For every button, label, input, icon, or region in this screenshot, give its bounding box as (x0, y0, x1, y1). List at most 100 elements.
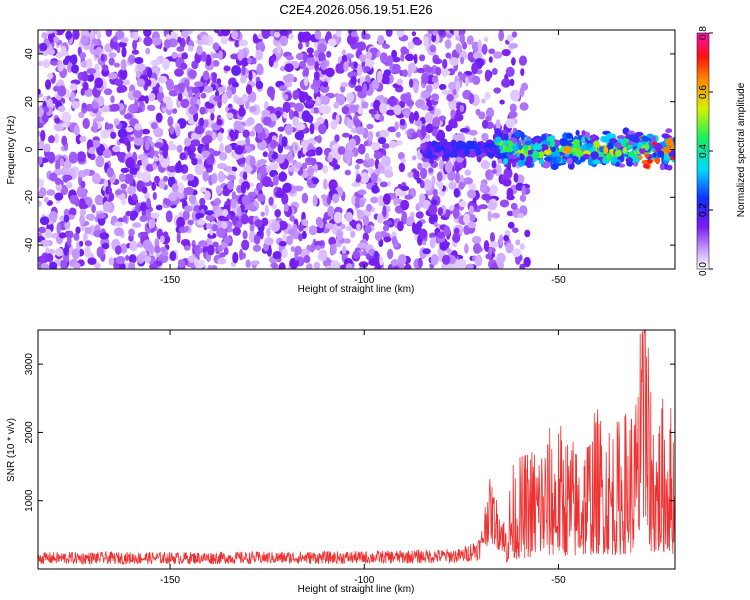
spectrogram-cell (133, 135, 144, 146)
spectrogram-cell (96, 246, 105, 258)
spectrogram-cell (396, 78, 404, 86)
spectrogram-cell (520, 82, 529, 91)
spectrogram-cell (145, 164, 155, 172)
spectrogram-cell (520, 131, 525, 140)
spectrogram-cell (474, 254, 483, 267)
spectrogram-cell (426, 153, 434, 160)
spectrogram-cell (379, 256, 384, 266)
spectrogram-cell (68, 151, 79, 164)
spectrogram-cell (429, 232, 436, 239)
spectrogram-cell (264, 237, 274, 246)
snr-frame (37, 329, 676, 570)
spectrogram-cell (373, 250, 379, 260)
spectrogram-cell (255, 49, 263, 61)
spectrogram-cell (269, 162, 279, 171)
spectrogram-cell (453, 188, 460, 198)
spectrogram-cell (64, 55, 73, 62)
spectrogram-cell (494, 128, 502, 136)
spectrogram-cell (356, 41, 367, 51)
spectrogram-cell (385, 74, 390, 85)
colorbar-label: Normalized spectral amplitude (736, 82, 747, 217)
spectrogram-cell (432, 30, 438, 36)
spectrogram-cell (41, 32, 48, 39)
spectrogram-cell (401, 211, 408, 222)
spectrogram-cell (605, 133, 615, 140)
spectrogram-cell (194, 257, 198, 267)
spectrogram-cell (394, 121, 399, 131)
spectrogram-cell (146, 67, 153, 78)
colorbar-ticks: 0.0 0.2 0.4 0.6 0.8 (698, 26, 713, 276)
spectrogram-y-tick-label: 40 (24, 48, 35, 60)
spectrogram-cell (574, 150, 584, 158)
spectrogram-cell (121, 46, 127, 58)
spectrogram-cell (355, 164, 360, 170)
spectrogram-cell (363, 66, 371, 72)
spectrogram-cell (404, 263, 412, 269)
spectrogram-cell (124, 173, 133, 184)
spectrogram-cell (57, 85, 67, 97)
spectrogram-cell (428, 203, 438, 215)
spectrogram-cell (114, 221, 124, 227)
spectrogram-cell (498, 234, 504, 246)
spectrogram-cell (221, 209, 229, 218)
spectrogram-cell (468, 182, 477, 191)
spectrogram-cell (379, 102, 388, 115)
spectrogram-cell (145, 79, 152, 87)
spectrogram-cell (317, 43, 327, 54)
spectrogram-cell (207, 232, 217, 239)
spectrogram-cell (73, 124, 80, 136)
spectrogram-cell (487, 202, 497, 211)
spectrogram-cell (74, 198, 80, 207)
spectrogram-cell (205, 103, 215, 109)
spectrogram-cell (383, 69, 391, 77)
spectrogram-cell (167, 165, 177, 173)
spectrogram-cell (241, 93, 248, 103)
spectrogram-cell (328, 236, 337, 246)
spectrogram-cell (61, 122, 68, 128)
spectrogram-cell (443, 225, 451, 237)
spectrogram-cell (511, 248, 522, 257)
spectrogram-cell (364, 225, 372, 234)
spectrogram-cell (448, 100, 457, 110)
spectrogram-cell (62, 174, 69, 183)
spectrogram-cell (220, 30, 231, 37)
spectrogram-cell (47, 151, 56, 164)
spectrogram-cell (605, 152, 613, 161)
spectrogram-cell (212, 241, 219, 248)
spectrogram-cell (593, 140, 600, 148)
spectrogram-cell (504, 147, 514, 153)
spectrogram-cell (80, 188, 88, 199)
spectrogram-cell (358, 143, 366, 155)
spectrogram-cell (575, 129, 580, 136)
spectrogram-cell (71, 64, 79, 74)
spectrogram-cell (371, 184, 380, 194)
spectrogram-cell (226, 180, 234, 191)
spectrogram-cell (284, 203, 289, 212)
spectrogram-cell (484, 69, 491, 82)
spectrogram-cell (56, 30, 66, 34)
spectrogram-cell (475, 143, 483, 148)
spectrogram-cell (212, 60, 220, 67)
spectrogram-cell (332, 193, 340, 204)
spectrogram-cell (488, 247, 493, 256)
spectrogram-cell (113, 62, 120, 68)
spectrogram-cell (248, 70, 253, 82)
spectrogram-cell (277, 142, 284, 154)
spectrogram-cell (504, 133, 509, 141)
spectrogram-cell (278, 262, 286, 269)
spectrogram-cell (391, 49, 397, 59)
spectrogram-cell (438, 115, 446, 121)
spectrogram-cell (659, 163, 665, 171)
spectrogram-cell (217, 163, 227, 170)
spectrogram-cell (313, 71, 320, 81)
spectrogram-cell (302, 31, 312, 43)
spectrogram-cell (466, 35, 474, 45)
spectrogram-cell (223, 236, 232, 244)
spectrogram-cell (169, 250, 177, 261)
spectrogram-cell (278, 220, 288, 231)
spectrogram-cell (205, 54, 212, 67)
spectrogram-cell (186, 30, 193, 35)
spectrogram-cell (523, 256, 531, 268)
spectrogram-cell (183, 79, 190, 89)
spectrogram-cell (363, 140, 369, 147)
